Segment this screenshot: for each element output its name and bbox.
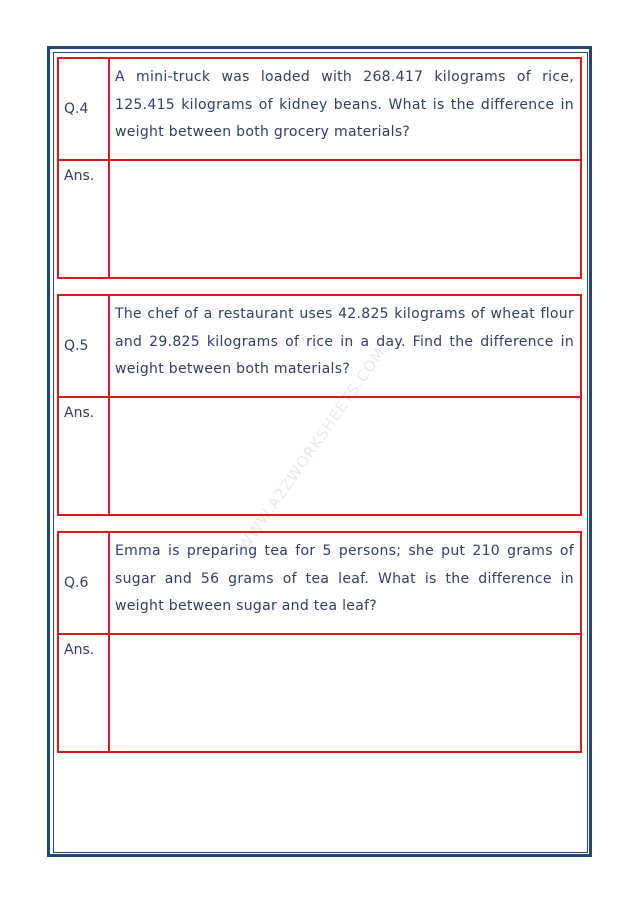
question-4-table: Q.4 A mini-truck was loaded with 268.417 … <box>57 57 582 279</box>
question-6-table: Q.6 Emma is preparing tea for 5 persons; … <box>57 531 582 753</box>
answer-space[interactable] <box>108 633 582 753</box>
page-border-outer <box>47 46 592 857</box>
answer-label: Ans. <box>57 396 110 516</box>
answer-space[interactable] <box>108 159 582 279</box>
question-label: Q.4 <box>57 57 110 161</box>
question-5-table: Q.5 The chef of a restaurant uses 42.825 … <box>57 294 582 516</box>
answer-space[interactable] <box>108 396 582 516</box>
question-text: Emma is preparing tea for 5 persons; she… <box>108 531 582 635</box>
page-border-inner <box>53 52 588 853</box>
question-text: The chef of a restaurant uses 42.825 kil… <box>108 294 582 398</box>
answer-label: Ans. <box>57 159 110 279</box>
question-text: A mini-truck was loaded with 268.417 kil… <box>108 57 582 161</box>
question-label: Q.6 <box>57 531 110 635</box>
answer-label: Ans. <box>57 633 110 753</box>
question-label: Q.5 <box>57 294 110 398</box>
